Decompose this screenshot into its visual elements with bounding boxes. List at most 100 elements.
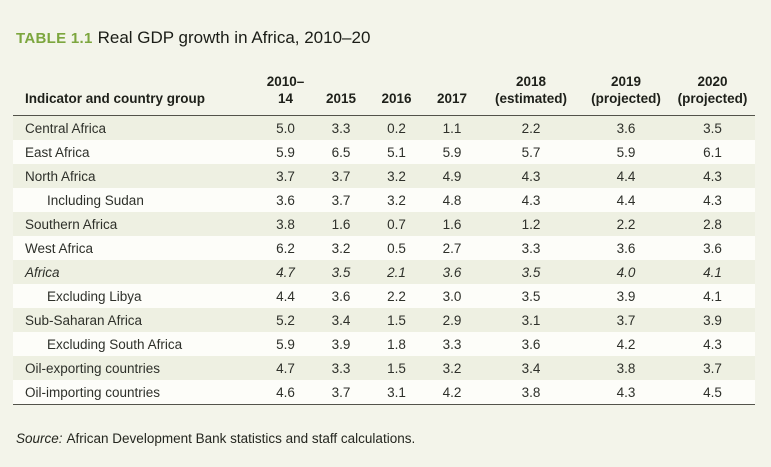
table-row: North Africa 3.7 3.7 3.2 4.9 4.3 4.4 4.3 (13, 164, 755, 188)
table-row: Excluding Libya 4.4 3.6 2.2 3.0 3.5 3.9 4.1 (13, 284, 755, 308)
cell-value: 4.8 (442, 192, 462, 208)
table-header: Indicator and country group 2010– 14 201… (13, 68, 755, 116)
cell-value: 4.3 (582, 380, 670, 405)
table-row: Including Sudan 3.6 3.7 3.2 4.8 4.3 4.4 4.3 (13, 188, 755, 212)
cell-value: 4.2 (616, 336, 636, 352)
cell-value: 1.5 (387, 360, 406, 376)
cell-value: 5.9 (442, 144, 462, 160)
cell-value: 3.3 (521, 240, 541, 256)
cell-value: 2.2 (616, 216, 636, 232)
cell-value: 3.7 (616, 312, 636, 328)
cell-value: 1.8 (387, 336, 406, 352)
cell-value: 2.7 (442, 240, 462, 256)
cell-value: 3.6 (616, 240, 636, 256)
source-note: Source: African Development Bank statisti… (16, 431, 415, 446)
cell-value: 0.2 (387, 120, 406, 136)
cell-value: 4.2 (424, 380, 480, 405)
cell-value: 3.3 (442, 336, 462, 352)
table-body: Central Africa 5.0 3.3 0.2 1.1 2.2 3.6 3.5 East … (13, 115, 755, 405)
cell-value: 0.5 (387, 240, 406, 256)
cell-value: 1.1 (442, 120, 462, 136)
row-label: East Africa (25, 144, 90, 160)
header-indicator-and-country-group: Indicator and country group (13, 68, 258, 116)
cell-value: 5.9 (276, 336, 295, 352)
cell-value: 3.7 (331, 192, 351, 208)
gdp-growth-table: Indicator and country group 2010– 14 201… (13, 68, 755, 405)
header-row: Indicator and country group 2010– 14 201… (13, 68, 755, 116)
table-row: Africa 4.7 3.5 2.1 3.6 3.5 4.0 4.1 (13, 260, 755, 284)
table-row: West Africa 6.2 3.2 0.5 2.7 3.3 3.6 3.6 (13, 236, 755, 260)
cell-value: 3.7 (313, 380, 369, 405)
cell-value: 4.1 (703, 288, 722, 304)
row-label: Excluding Libya (47, 288, 142, 304)
header-2019-projected: 2019 (projected) (582, 68, 670, 116)
cell-value: 4.3 (703, 336, 722, 352)
row-label: Central Africa (25, 120, 107, 136)
cell-value: 3.4 (331, 312, 351, 328)
table-row: Central Africa 5.0 3.3 0.2 1.1 2.2 3.6 3.5 (13, 115, 755, 140)
cell-value: 3.5 (331, 264, 351, 280)
cell-value: 1.5 (387, 312, 406, 328)
row-label: Oil-importing countries (13, 380, 258, 405)
cell-value: 5.7 (521, 144, 541, 160)
cell-value: 3.9 (703, 312, 722, 328)
cell-value: 4.3 (521, 192, 541, 208)
cell-value: 3.2 (331, 240, 351, 256)
cell-value: 3.8 (276, 216, 295, 232)
cell-value: 3.1 (369, 380, 424, 405)
cell-value: 4.4 (616, 192, 636, 208)
cell-value: 3.5 (521, 288, 541, 304)
source-text: African Development Bank statistics and … (66, 431, 416, 446)
cell-value: 3.7 (276, 168, 295, 184)
cell-value: 6.1 (703, 144, 722, 160)
cell-value: 3.2 (442, 360, 462, 376)
cell-value: 4.6 (258, 380, 313, 405)
cell-value: 2.9 (442, 312, 462, 328)
table-row: Oil-importing countries 4.6 3.7 3.1 4.2 3.8 4.… (13, 380, 755, 405)
cell-value: 3.2 (387, 192, 406, 208)
cell-value: 4.0 (616, 264, 636, 280)
cell-value: 3.8 (480, 380, 582, 405)
cell-value: 0.7 (387, 216, 406, 232)
cell-value: 2.1 (387, 264, 406, 280)
cell-value: 1.6 (331, 216, 351, 232)
cell-value: 3.6 (442, 264, 462, 280)
cell-value: 4.7 (276, 360, 295, 376)
cell-value: 4.3 (703, 168, 722, 184)
cell-value: 3.1 (521, 312, 541, 328)
row-label: Excluding South Africa (47, 336, 183, 352)
cell-value: 3.9 (331, 336, 351, 352)
cell-value: 3.6 (331, 288, 351, 304)
cell-value: 2.2 (521, 120, 541, 136)
cell-value: 3.3 (331, 120, 351, 136)
header-2010-14: 2010– 14 (258, 68, 313, 116)
cell-value: 3.4 (521, 360, 541, 376)
table-row: Oil-exporting countries 4.7 3.3 1.5 3.2 3.4 3.… (13, 356, 755, 380)
cell-value: 3.6 (276, 192, 295, 208)
cell-value: 1.6 (442, 216, 462, 232)
table-row: East Africa 5.9 6.5 5.1 5.9 5.7 5.9 6.1 (13, 140, 755, 164)
row-label: Including Sudan (47, 192, 144, 208)
cell-value: 4.1 (703, 264, 722, 280)
cell-value: 2.8 (703, 216, 722, 232)
row-label: Africa (25, 264, 60, 280)
cell-value: 4.4 (276, 288, 295, 304)
cell-value: 4.5 (670, 380, 755, 405)
row-label: West Africa (25, 240, 94, 256)
cell-value: 1.2 (521, 216, 541, 232)
cell-value: 2.2 (387, 288, 406, 304)
table-row: Southern Africa 3.8 1.6 0.7 1.6 1.2 2.2 2.8 (13, 212, 755, 236)
cell-value: 3.5 (703, 120, 722, 136)
header-2020-projected: 2020 (projected) (670, 68, 755, 116)
table-row: Sub-Saharan Africa 5.2 3.4 1.5 2.9 3.1 3.7 3.9 (13, 308, 755, 332)
cell-value: 5.9 (276, 144, 295, 160)
row-label: Sub-Saharan Africa (25, 312, 143, 328)
cell-value: 3.3 (331, 360, 351, 376)
header-2016: 2016 (369, 68, 424, 116)
row-label: North Africa (25, 168, 96, 184)
header-2017: 2017 (424, 68, 480, 116)
cell-value: 3.0 (442, 288, 462, 304)
cell-value: 4.9 (442, 168, 462, 184)
cell-value: 5.2 (276, 312, 295, 328)
